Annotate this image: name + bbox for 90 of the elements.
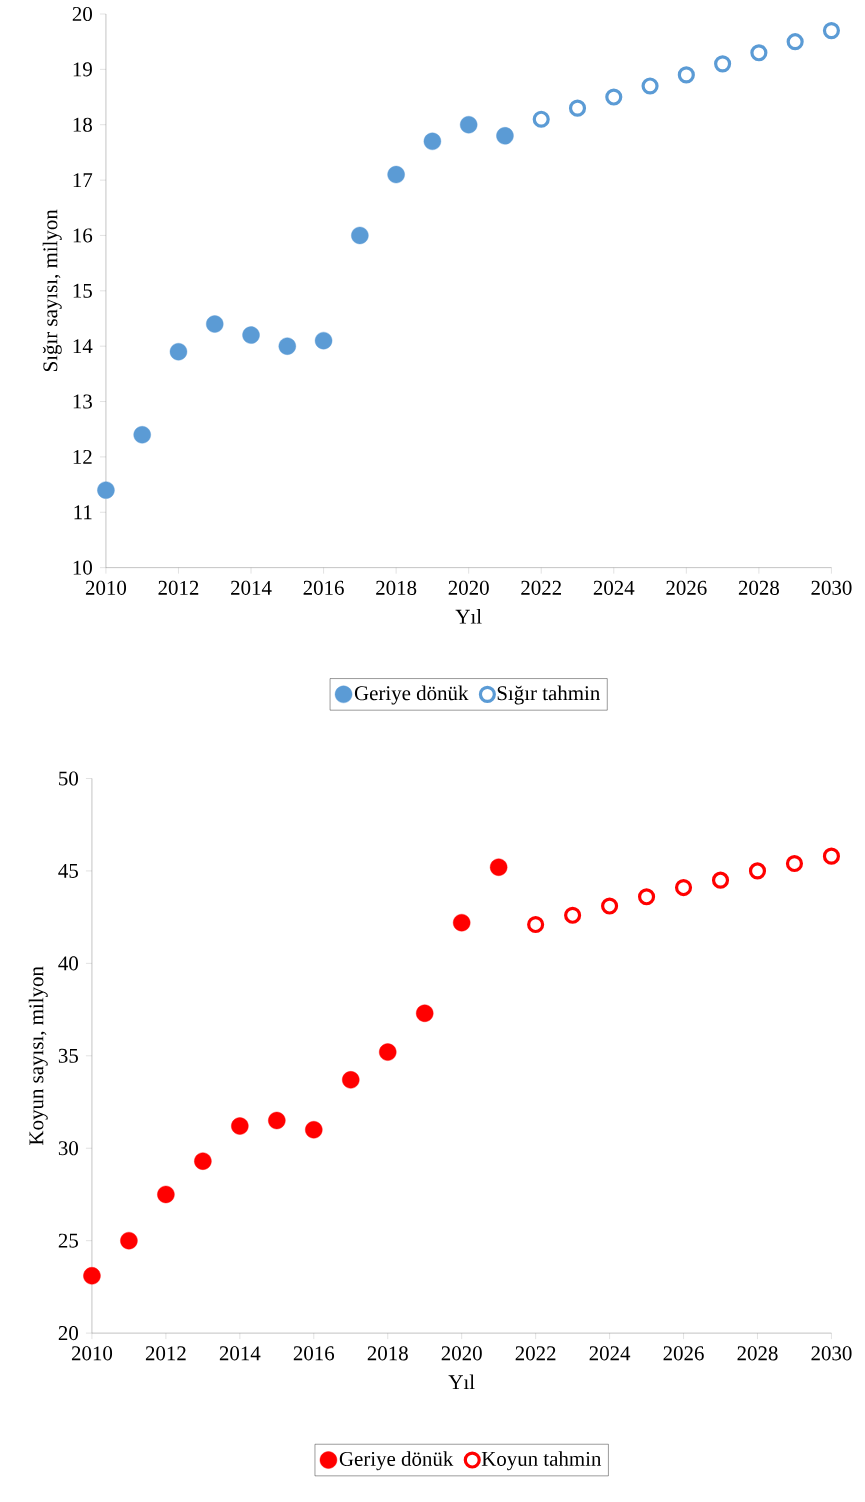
x-tick-label: 2016 [293, 1346, 334, 1361]
x-tick-label: 2026 [663, 1346, 704, 1361]
y-axis-title: Koyun sayısı, milyon [28, 966, 48, 1145]
x-tick-label: 2014 [230, 580, 272, 595]
legend-label: Geriye dönük [339, 1451, 454, 1471]
point [304, 1121, 323, 1139]
y-tick-label: 15 [73, 283, 92, 298]
x-tick-label: 2012 [158, 580, 199, 595]
point [568, 99, 586, 117]
x-tick-label: 2030 [811, 580, 852, 595]
point [169, 343, 187, 361]
y-tick-label: 11 [74, 505, 92, 520]
legend-label: Sığır tahmin [497, 685, 600, 705]
point [785, 854, 803, 873]
point [133, 426, 151, 444]
point [97, 481, 115, 499]
x-tick-label: 2024 [589, 1346, 630, 1361]
y-tick-label: 10 [73, 560, 92, 575]
y-tick-label: 12 [73, 449, 92, 464]
point [677, 66, 695, 84]
point [242, 326, 260, 344]
x-tick-label: 2028 [738, 580, 779, 595]
y-tick-label: 20 [72, 6, 92, 22]
point [157, 1185, 175, 1204]
y-tick-label: 19 [73, 62, 92, 77]
point [532, 110, 550, 128]
point [641, 77, 659, 95]
point [496, 127, 514, 145]
y-tick-label: 30 [58, 1141, 78, 1156]
point [415, 1004, 434, 1022]
point [83, 1267, 101, 1285]
y-tick-label: 17 [73, 173, 92, 187]
y-tick-label: 25 [58, 1233, 78, 1248]
point [120, 1231, 138, 1250]
legend-label: Koyun tahmin [481, 1451, 601, 1471]
point [489, 858, 508, 876]
y-tick-label: 50 [58, 771, 78, 786]
x-tick-label: 2020 [448, 580, 489, 595]
point [341, 1071, 360, 1089]
x-tick-label: 2010 [71, 1346, 112, 1361]
y-tick-label: 20 [58, 1326, 78, 1341]
x-tick-label: 2028 [737, 1346, 778, 1361]
point [600, 897, 618, 915]
point [750, 44, 768, 62]
point [748, 862, 766, 880]
point [713, 55, 731, 73]
point [230, 1117, 249, 1135]
x-tick-label: 2024 [593, 580, 635, 595]
x-tick-label: 2018 [367, 1346, 408, 1361]
x-tick-label: 2010 [85, 580, 126, 595]
y-tick-label: 13 [73, 394, 92, 409]
point [193, 1152, 212, 1170]
point [205, 315, 224, 333]
x-tick-label: 2022 [521, 580, 561, 595]
y-tick-label: 45 [58, 863, 78, 878]
point [711, 871, 729, 889]
point [822, 847, 840, 865]
point [605, 88, 623, 106]
point [459, 116, 478, 134]
point [314, 331, 333, 350]
y-tick-label: 16 [73, 228, 92, 243]
y-tick-label: 18 [73, 117, 92, 132]
x-axis-title: Yıl [448, 1374, 475, 1390]
point [350, 226, 369, 245]
x-tick-label: 2018 [375, 580, 417, 595]
point [452, 914, 471, 932]
x-tick-label: 2026 [666, 580, 707, 595]
point [526, 915, 545, 934]
x-tick-label: 2012 [145, 1346, 186, 1361]
point [278, 337, 296, 355]
point [378, 1043, 397, 1061]
point [563, 906, 581, 924]
x-tick-label: 2030 [811, 1346, 852, 1361]
x-tick-label: 2014 [219, 1346, 261, 1361]
point [822, 22, 840, 40]
point [674, 879, 692, 897]
x-tick-label: 2016 [303, 580, 344, 595]
x-tick-label: 2020 [441, 1346, 482, 1361]
y-tick-label: 14 [73, 339, 93, 354]
point [423, 132, 441, 151]
point [786, 33, 804, 51]
y-axis-title: Sığır sayısı, milyon [42, 209, 62, 372]
x-axis-title: Yıl [455, 609, 482, 624]
y-tick-label: 35 [58, 1048, 78, 1063]
legend-label: Geriye dönük [354, 685, 469, 705]
point [267, 1111, 286, 1130]
x-tick-label: 2022 [515, 1346, 556, 1361]
point [387, 165, 405, 184]
y-tick-label: 40 [58, 956, 78, 971]
point [637, 888, 655, 906]
